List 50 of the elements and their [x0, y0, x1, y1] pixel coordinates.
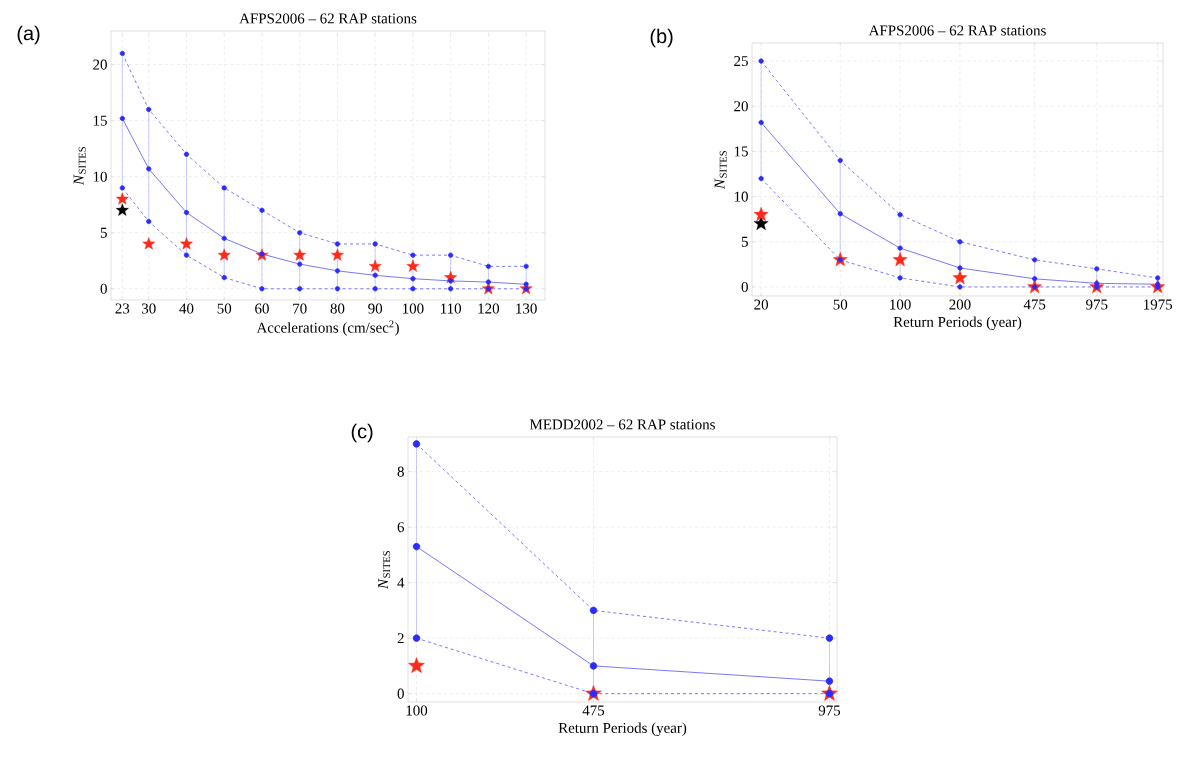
x-tick-label: 100	[403, 303, 424, 314]
y-tick-label: 0	[100, 283, 107, 294]
x-tick-label: 30	[141, 303, 156, 314]
y-tick-label: 0	[397, 688, 404, 699]
text: (c)	[351, 423, 373, 443]
x-tick-label: 50	[217, 303, 232, 314]
y-axis-title: N$_{SITES}$	[73, 147, 86, 186]
x-tick-label: 130	[516, 303, 537, 314]
x-axis-title: Accelerations (cm/sec$^{2}$)	[256, 320, 399, 336]
x-axis-title: Return Periods (year)	[893, 316, 1022, 331]
y-tick-label: 10	[93, 171, 107, 182]
x-tick-label: 60	[255, 303, 269, 314]
x-tick-label: 50	[833, 299, 848, 310]
x-tick-label: 80	[330, 303, 345, 314]
chart-title: AFPS2006 – 62 RAP stations	[239, 13, 417, 24]
x-tick-label: 200	[949, 299, 971, 310]
y-tick-label: 6	[397, 522, 405, 533]
x-tick-label: 70	[293, 303, 307, 314]
x-axis-title: Return Periods (year)	[558, 722, 687, 737]
x-tick-label: 100	[890, 299, 911, 310]
y-tick-label: 8	[397, 466, 404, 477]
y-tick-label: 15	[734, 146, 748, 157]
x-tick-label: 23	[115, 303, 130, 314]
y-tick-label: 5	[100, 227, 107, 238]
text: (a)	[17, 25, 40, 45]
x-tick-label: 975	[818, 705, 841, 716]
y-tick-label: 25	[734, 56, 748, 67]
x-tick-label: 40	[179, 303, 194, 314]
chart-title: MEDD2002 – 62 RAP stations	[529, 419, 715, 430]
y-tick-label: 2	[397, 633, 404, 644]
y-tick-label: 5	[741, 236, 748, 247]
y-tick-label: 0	[741, 281, 748, 292]
x-tick-label: 475	[1023, 299, 1046, 310]
x-tick-label: 20	[754, 299, 769, 310]
y-tick-label: 20	[734, 101, 748, 112]
x-tick-label: 120	[478, 303, 500, 314]
x-tick-label: 90	[368, 303, 383, 314]
x-tick-label: 110	[441, 303, 462, 314]
x-tick-label: 100	[406, 705, 428, 716]
y-axis-title: N$_{SITES}$	[714, 151, 727, 190]
y-tick-label: 4	[397, 577, 405, 588]
y-axis-title: N$_{SITES}$	[378, 551, 391, 590]
y-tick-label: 20	[93, 59, 107, 70]
y-tick-label: 10	[734, 191, 748, 202]
x-tick-label: 1975	[1144, 299, 1173, 310]
x-tick-label: 975	[1086, 299, 1108, 310]
chart-title: AFPS2006 – 62 RAP stations	[868, 25, 1046, 36]
text: (b)	[650, 28, 673, 48]
x-tick-label: 475	[582, 705, 605, 716]
y-tick-label: 15	[93, 115, 107, 126]
